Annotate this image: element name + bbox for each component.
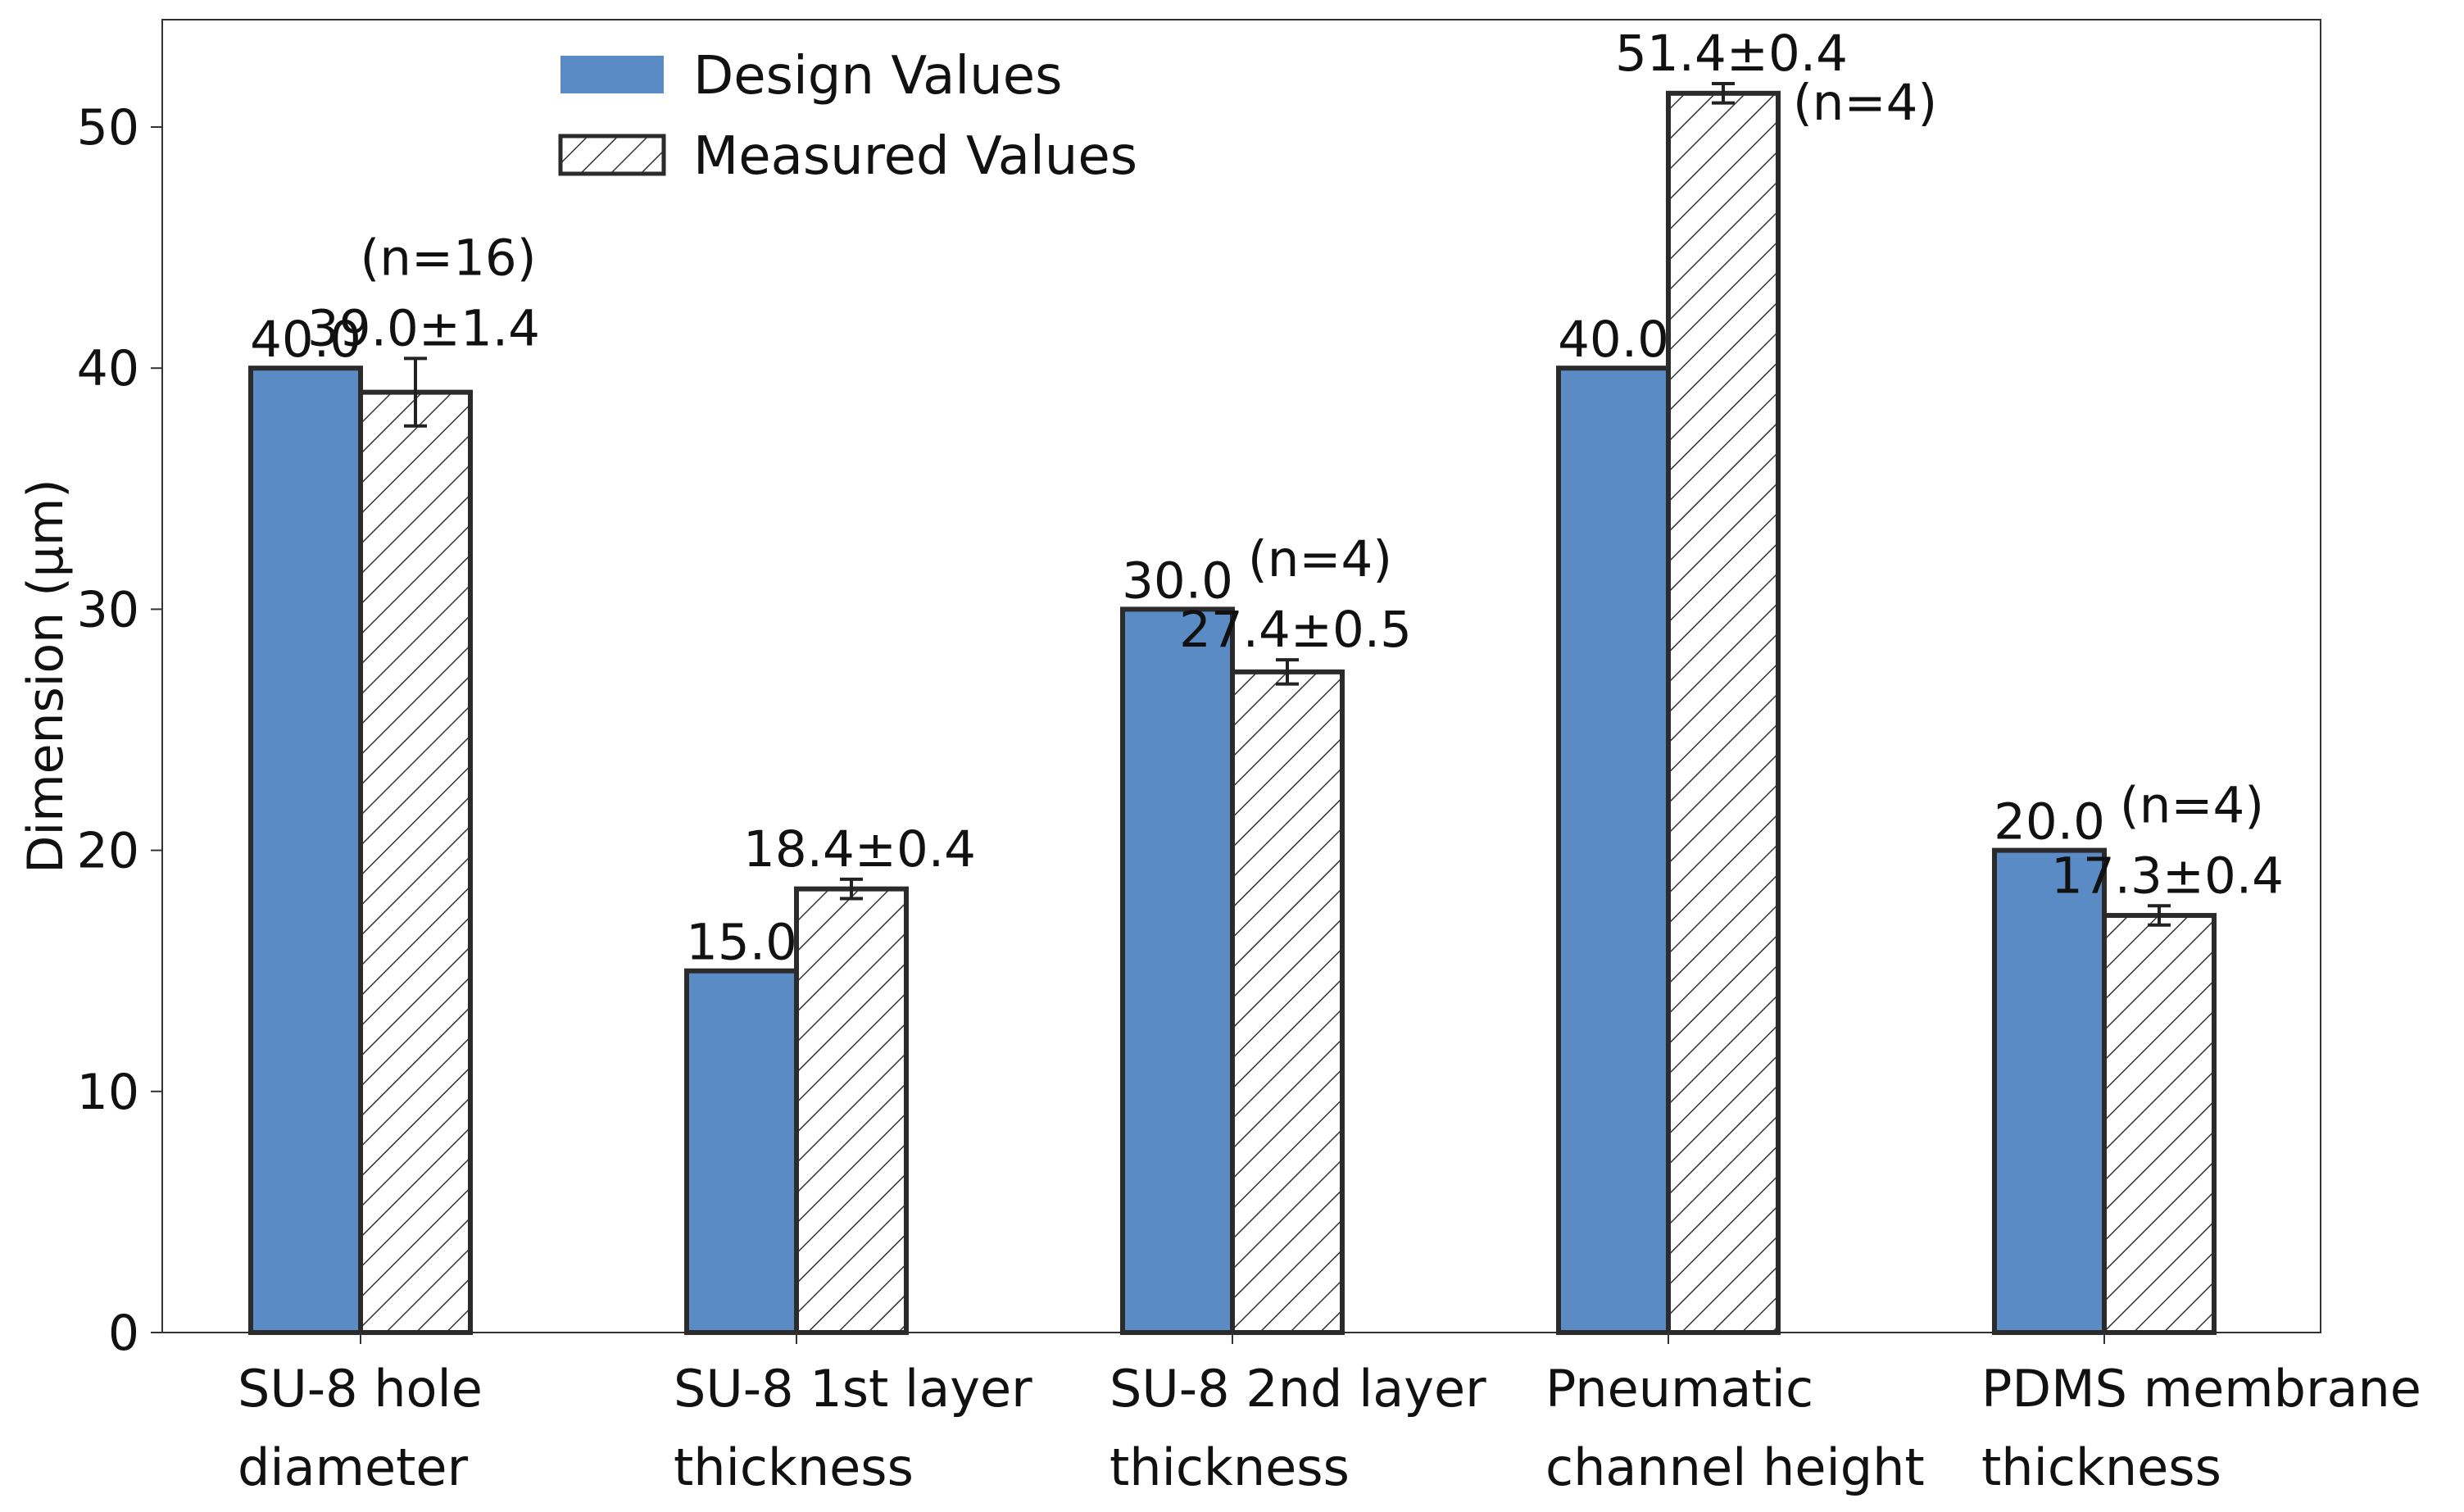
measured-value-label-4: 17.3±0.4 xyxy=(2051,847,2284,905)
x-axis: SU-8 hole diameter SU-8 1st layer thickness… xyxy=(238,1333,2421,1497)
data-labels-group: 40.039.0±1.4(n=16)15.018.4±0.430.027.4±0… xyxy=(250,25,2284,972)
y-axis-title: Dimension (µm) xyxy=(17,479,75,873)
measured-bar-3 xyxy=(1666,90,1781,1335)
y-axis: 0 10 20 30 40 50 xyxy=(77,99,162,1362)
design-value-label-3: 40.0 xyxy=(1558,311,1669,369)
category-label-1-line-0: SU-8 1st layer xyxy=(674,1359,1032,1419)
measured-bar-2 xyxy=(1230,669,1345,1335)
design-bar-1 xyxy=(684,968,799,1335)
sample-size-label-3: (n=4) xyxy=(1793,74,1937,132)
y-tick-label-40: 40 xyxy=(77,340,139,397)
measured-value-label-0: 39.0±1.4 xyxy=(307,299,540,357)
y-tick-label-30: 30 xyxy=(77,581,139,638)
design-bar-0 xyxy=(248,366,363,1336)
sample-size-label-0: (n=16) xyxy=(361,229,537,287)
category-label-0-line-1: diameter xyxy=(238,1437,469,1497)
category-label-2-line-0: SU-8 2nd layer xyxy=(1109,1359,1486,1419)
y-tick-label-50: 50 xyxy=(77,99,139,157)
design-bar-4 xyxy=(1992,847,2107,1335)
category-label-4-line-1: thickness xyxy=(1981,1437,2221,1497)
y-tick-label-20: 20 xyxy=(77,823,139,880)
measured-bar-4 xyxy=(2102,913,2217,1336)
measured-bar-1 xyxy=(794,886,909,1335)
legend-label-measured: Measured Values xyxy=(693,126,1137,187)
design-value-label-1: 15.0 xyxy=(686,914,797,972)
legend: Design Values Measured Values xyxy=(558,46,1137,187)
measured-bar-0 xyxy=(358,389,473,1335)
design-bar-2 xyxy=(1120,606,1235,1335)
measured-value-label-2: 27.4±0.5 xyxy=(1179,601,1412,659)
y-tick-label-0: 0 xyxy=(108,1305,139,1362)
category-label-4-line-0: PDMS membrane xyxy=(1981,1359,2421,1419)
sample-size-label-4: (n=4) xyxy=(2120,776,2264,834)
design-value-label-0: 40.0 xyxy=(250,311,361,369)
measured-value-label-1: 18.4±0.4 xyxy=(743,820,976,879)
legend-swatch-measured xyxy=(558,134,666,176)
design-value-label-4: 20.0 xyxy=(1994,793,2105,851)
y-tick-label-10: 10 xyxy=(77,1064,139,1121)
bars-group xyxy=(248,82,2217,1336)
legend-swatch-design xyxy=(560,56,664,93)
design-bar-3 xyxy=(1556,366,1671,1336)
measured-value-label-3: 51.4±0.4 xyxy=(1615,25,1848,83)
category-label-3-line-1: channel height xyxy=(1545,1437,1925,1497)
category-label-2-line-1: thickness xyxy=(1109,1437,1350,1497)
legend-label-design: Design Values xyxy=(693,46,1062,107)
category-label-3-line-0: Pneumatic xyxy=(1545,1359,1813,1419)
category-label-0-line-0: SU-8 hole xyxy=(238,1359,483,1419)
design-value-label-2: 30.0 xyxy=(1122,552,1233,610)
sample-size-label-2: (n=4) xyxy=(1248,530,1392,588)
category-label-1-line-1: thickness xyxy=(674,1437,914,1497)
